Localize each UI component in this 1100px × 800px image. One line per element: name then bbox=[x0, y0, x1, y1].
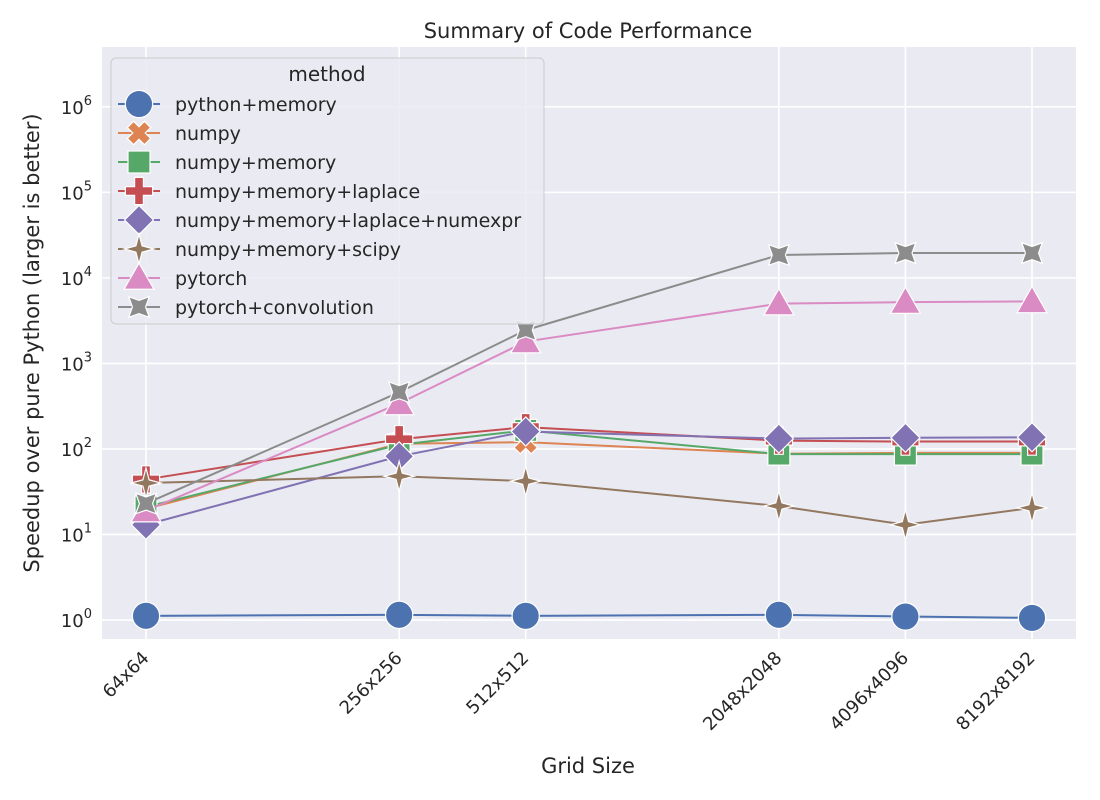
series-pytorch-convolution bbox=[134, 241, 1044, 515]
legend-label: pytorch+convolution bbox=[175, 297, 374, 319]
y-tick-base: 10 bbox=[61, 525, 84, 546]
series-lines bbox=[128, 241, 1050, 633]
x-tick-label: 512x512 bbox=[462, 648, 533, 719]
data-point bbox=[763, 423, 795, 455]
data-point bbox=[134, 492, 158, 515]
chart-title: Summary of Code Performance bbox=[424, 19, 753, 43]
data-point bbox=[508, 463, 544, 499]
x-tick-label: 256x256 bbox=[336, 648, 407, 719]
series-pytorch bbox=[130, 285, 1048, 523]
data-point bbox=[1020, 241, 1044, 265]
y-tick-exponent: 5 bbox=[84, 179, 92, 194]
legend-marker bbox=[124, 89, 154, 119]
y-tick-base: 10 bbox=[61, 269, 84, 290]
legend-item: numpy+memory+laplace bbox=[118, 176, 420, 206]
y-tick-label: 106 bbox=[61, 94, 92, 119]
series-line bbox=[145, 426, 1032, 481]
legend-label: numpy+memory+laplace bbox=[175, 181, 420, 203]
legend: method python+memory numpy numpy+memory num… bbox=[110, 57, 545, 325]
data-point bbox=[762, 287, 795, 316]
data-point bbox=[761, 488, 797, 524]
legend-label: numpy+memory bbox=[175, 152, 336, 174]
y-tick-exponent: 3 bbox=[84, 350, 92, 365]
x-axis-ticks: 64x64 256x256 512x512 2048x2048 4096x4096 819… bbox=[99, 648, 1040, 735]
data-point bbox=[381, 458, 417, 494]
y-tick-label: 101 bbox=[61, 521, 92, 546]
series-line bbox=[145, 300, 1033, 512]
legend-label: numpy+memory+laplace+numexpr bbox=[175, 210, 521, 232]
series-numpy-memory-scipy bbox=[128, 458, 1050, 543]
data-point bbox=[511, 601, 540, 631]
y-tick-exponent: 4 bbox=[84, 265, 92, 280]
data-point bbox=[387, 380, 411, 404]
data-point bbox=[510, 416, 542, 447]
data-point bbox=[1014, 490, 1050, 526]
legend-marker bbox=[127, 150, 151, 174]
data-point bbox=[131, 601, 161, 631]
y-tick-base: 10 bbox=[61, 183, 84, 204]
y-tick-exponent: 1 bbox=[84, 521, 92, 536]
y-tick-base: 10 bbox=[61, 98, 84, 119]
legend-marker bbox=[127, 295, 151, 319]
data-point bbox=[764, 600, 794, 630]
y-tick-exponent: 2 bbox=[84, 436, 92, 451]
series-line bbox=[145, 429, 1032, 508]
legend-item: numpy+memory bbox=[118, 150, 336, 174]
series-line bbox=[145, 613, 1033, 619]
legend-item: numpy+memory+laplace+numexpr bbox=[118, 204, 521, 236]
y-tick-base: 10 bbox=[61, 354, 84, 375]
y-tick-label: 105 bbox=[61, 179, 92, 204]
legend-marker bbox=[126, 120, 152, 146]
y-tick-label: 102 bbox=[61, 436, 92, 461]
series-line bbox=[145, 252, 1032, 505]
series-line bbox=[145, 475, 1033, 526]
data-point bbox=[1016, 421, 1048, 453]
series-line bbox=[145, 430, 1033, 526]
legend-label: numpy+memory+scipy bbox=[175, 239, 401, 261]
y-tick-label: 104 bbox=[61, 265, 92, 290]
legend-label: python+memory bbox=[175, 94, 337, 116]
y-tick-base: 10 bbox=[61, 440, 84, 461]
data-point bbox=[890, 422, 921, 454]
data-point bbox=[767, 243, 791, 267]
legend-label: numpy bbox=[175, 123, 241, 145]
data-point bbox=[888, 507, 923, 543]
y-tick-label: 100 bbox=[61, 607, 92, 632]
legend-title: method bbox=[288, 62, 365, 86]
legend-item: python+memory bbox=[118, 89, 337, 119]
x-tick-label: 8192x8192 bbox=[952, 648, 1039, 735]
y-tick-base: 10 bbox=[61, 611, 84, 632]
y-tick-exponent: 6 bbox=[84, 94, 92, 109]
y-tick-label: 103 bbox=[61, 350, 92, 375]
data-point bbox=[894, 241, 917, 265]
x-tick-label: 64x64 bbox=[99, 648, 154, 703]
legend-marker bbox=[124, 176, 154, 206]
y-tick-exponent: 0 bbox=[84, 607, 92, 622]
x-tick-label: 2048x2048 bbox=[699, 648, 786, 735]
legend-marker bbox=[123, 261, 155, 290]
data-point bbox=[891, 602, 920, 631]
data-point bbox=[1016, 285, 1048, 314]
legend-items: python+memory numpy numpy+memory numpy+memo… bbox=[118, 89, 521, 319]
x-tick-label: 4096x4096 bbox=[826, 648, 913, 735]
data-point bbox=[1017, 603, 1047, 633]
legend-item: pytorch bbox=[118, 261, 247, 290]
data-point bbox=[384, 600, 414, 630]
legend-item: numpy bbox=[118, 120, 241, 146]
legend-label: pytorch bbox=[175, 268, 247, 290]
series-numpy-memory-laplace-numexpr bbox=[130, 416, 1048, 541]
x-axis-title: Grid Size bbox=[541, 754, 635, 778]
legend-item: pytorch+convolution bbox=[118, 295, 374, 319]
y-axis-title: Speedup over pure Python (larger is bett… bbox=[20, 113, 44, 572]
legend-item: numpy+memory+scipy bbox=[118, 231, 401, 267]
data-point bbox=[889, 285, 922, 314]
legend-box bbox=[110, 57, 545, 325]
series-python-memory bbox=[131, 600, 1047, 633]
